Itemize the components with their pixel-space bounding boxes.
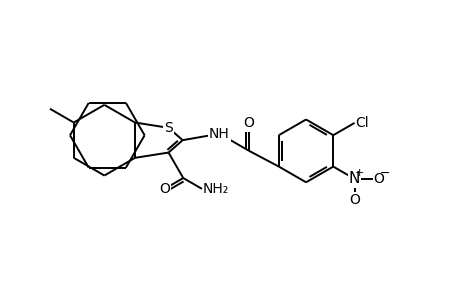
Text: N: N	[348, 171, 359, 186]
Text: +: +	[354, 169, 364, 178]
Text: O: O	[373, 172, 384, 186]
Text: O: O	[348, 194, 359, 207]
Text: Cl: Cl	[355, 116, 368, 130]
Text: −: −	[380, 167, 390, 180]
Text: O: O	[243, 116, 254, 130]
Text: S: S	[164, 121, 173, 135]
Text: O: O	[159, 182, 170, 196]
Text: NH: NH	[208, 127, 230, 141]
Text: NH₂: NH₂	[202, 182, 229, 196]
